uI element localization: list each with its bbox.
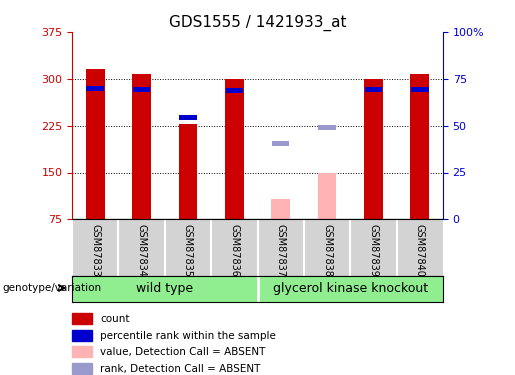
Text: GSM87834: GSM87834 [136,224,147,277]
Text: GSM87835: GSM87835 [183,224,193,277]
Bar [132,74,151,219]
Bar [72,346,92,357]
Text: GSM87838: GSM87838 [322,224,332,277]
Text: GSM87836: GSM87836 [229,224,239,277]
Text: genotype/variation: genotype/variation [3,283,101,293]
Bar [179,115,197,120]
Bar [411,87,428,92]
Bar [133,87,150,92]
Text: GSM87837: GSM87837 [276,224,286,277]
Text: GSM87839: GSM87839 [368,224,379,277]
Text: count: count [100,314,130,324]
Bar [86,69,105,219]
Bar [410,74,429,219]
Text: glycerol kinase knockout: glycerol kinase knockout [272,282,428,295]
Text: percentile rank within the sample: percentile rank within the sample [100,330,276,340]
Bar [225,80,244,219]
Bar [318,125,336,130]
Bar [72,363,92,374]
Bar [364,79,383,219]
Bar [72,313,92,324]
Bar [72,330,92,340]
Bar [87,86,104,91]
Bar [365,87,382,92]
Bar [179,124,197,219]
Title: GDS1555 / 1421933_at: GDS1555 / 1421933_at [169,14,346,30]
Text: rank, Detection Call = ABSENT: rank, Detection Call = ABSENT [100,364,261,374]
Text: value, Detection Call = ABSENT: value, Detection Call = ABSENT [100,347,266,357]
Text: wild type: wild type [136,282,193,295]
Bar [271,199,290,219]
Bar [272,141,289,146]
Bar [226,87,243,93]
Text: GSM87840: GSM87840 [415,224,425,277]
Text: GSM87833: GSM87833 [90,224,100,277]
Bar [318,172,336,219]
